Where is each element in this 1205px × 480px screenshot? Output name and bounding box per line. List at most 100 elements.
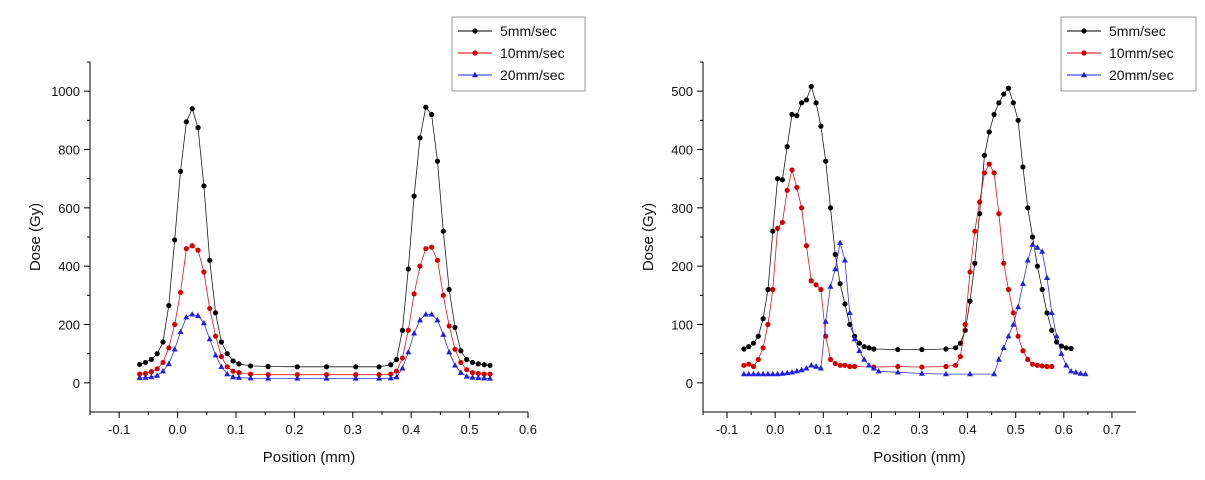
data-point — [212, 333, 219, 339]
data-point — [957, 340, 963, 346]
data-point — [856, 347, 863, 353]
data-point — [423, 104, 429, 110]
data-point — [440, 292, 446, 298]
legend-label: 10mm/sec — [500, 45, 565, 61]
data-point — [967, 370, 974, 377]
data-point — [837, 362, 843, 368]
data-point — [429, 244, 435, 250]
data-point — [919, 364, 925, 370]
legend-label: 20mm/sec — [1109, 67, 1174, 83]
data-point — [1039, 248, 1046, 254]
data-point — [808, 362, 815, 368]
data-point — [774, 225, 781, 231]
data-point — [1048, 309, 1055, 316]
data-point — [851, 335, 858, 342]
data-point — [236, 361, 242, 367]
data-point — [452, 362, 458, 368]
legend-label: 20mm/sec — [500, 67, 565, 83]
x-tick-label: 0.4 — [959, 422, 977, 437]
series-5mm-sec — [137, 104, 493, 370]
data-point — [434, 316, 441, 323]
data-point — [895, 346, 901, 353]
data-point — [793, 367, 800, 374]
data-point — [861, 344, 867, 350]
data-point — [943, 363, 949, 370]
data-point — [779, 219, 785, 226]
data-point — [206, 335, 213, 342]
data-point — [847, 321, 853, 328]
data-point — [481, 371, 487, 377]
data-point — [1005, 286, 1012, 293]
data-point — [813, 282, 819, 288]
data-point — [464, 356, 470, 363]
data-point — [446, 286, 452, 293]
data-point — [247, 374, 254, 381]
data-point — [469, 374, 476, 380]
data-point — [842, 301, 848, 307]
x-tick-label: -0.1 — [108, 422, 130, 437]
data-point — [248, 363, 254, 369]
legend-marker — [1081, 50, 1087, 56]
data-point — [434, 158, 441, 164]
data-point — [1044, 363, 1050, 370]
data-point — [764, 370, 771, 377]
data-point — [851, 363, 858, 370]
y-tick-label: 600 — [58, 201, 80, 216]
data-point — [446, 323, 452, 329]
data-point — [195, 312, 202, 318]
data-point — [789, 167, 795, 173]
data-point — [765, 286, 771, 293]
x-tick-label: 0.1 — [814, 422, 832, 437]
data-point — [962, 327, 968, 333]
x-axis-title: Position (mm) — [873, 449, 966, 466]
data-point — [137, 361, 143, 368]
data-point — [469, 359, 476, 366]
data-point — [294, 364, 300, 370]
data-point — [1020, 164, 1026, 170]
data-point — [818, 123, 824, 129]
data-point — [212, 351, 219, 358]
data-point — [417, 263, 423, 269]
series-10mm-sec — [741, 161, 1055, 370]
data-point — [428, 311, 435, 317]
data-point — [1063, 345, 1069, 351]
x-tick-label: -0.1 — [716, 422, 738, 437]
data-point — [755, 370, 762, 377]
y-tick-label: 0 — [686, 376, 693, 391]
data-point — [376, 372, 382, 378]
data-point — [265, 372, 271, 378]
data-point — [207, 257, 213, 263]
x-tick-label: 0.6 — [1055, 422, 1073, 437]
data-point — [760, 316, 766, 322]
data-point — [996, 211, 1002, 217]
data-point — [172, 321, 178, 328]
y-tick-label: 200 — [58, 318, 80, 333]
y-tick-label: 400 — [671, 143, 693, 158]
data-point — [1082, 370, 1089, 377]
y-tick-label: 800 — [58, 143, 80, 158]
data-point — [1058, 343, 1065, 349]
data-point — [142, 359, 149, 366]
data-point — [972, 260, 978, 266]
data-point — [1063, 362, 1070, 368]
data-point — [832, 265, 839, 272]
data-point — [875, 367, 882, 374]
data-point — [818, 286, 824, 293]
data-point — [1034, 263, 1040, 269]
data-point — [972, 228, 978, 234]
data-point — [235, 374, 242, 380]
series-line — [139, 313, 491, 379]
data-point — [165, 360, 172, 367]
series-line — [139, 106, 491, 368]
data-point — [487, 362, 493, 368]
data-point — [765, 321, 771, 328]
data-point — [224, 370, 231, 377]
data-point — [1068, 345, 1074, 352]
x-tick-label: 0.5 — [461, 422, 479, 437]
data-point — [458, 348, 464, 354]
data-point — [794, 184, 800, 191]
data-point — [1068, 367, 1075, 374]
data-point — [847, 363, 853, 370]
data-point — [160, 359, 166, 366]
data-point — [957, 353, 963, 360]
